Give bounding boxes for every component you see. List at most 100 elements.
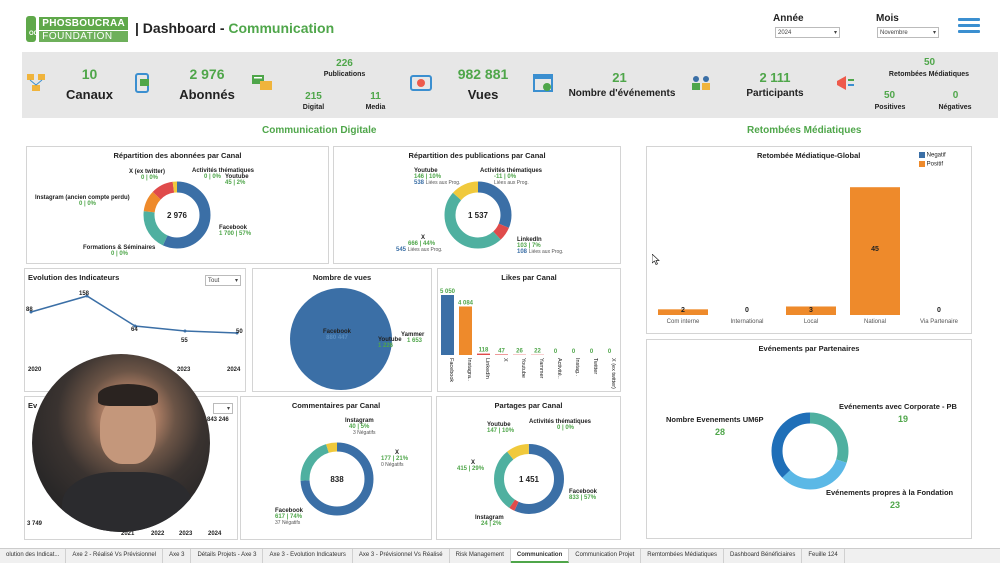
legend-negatif: Negatif	[919, 152, 946, 159]
tab-axe3-previsionnel[interactable]: Axe 3 - Prévisionnel Vs Réalisé	[353, 549, 450, 563]
part-label-instagram: Instagram 24 | 2%	[475, 515, 504, 527]
label-facebook: Facebook 1 700 | 57%	[219, 225, 252, 237]
part-label-x: X 415 | 29%	[457, 460, 485, 472]
evolution2-select[interactable]	[213, 403, 233, 414]
likes-bar-1	[459, 306, 472, 355]
panel-title: Ev	[28, 401, 38, 410]
publications-icon	[252, 75, 272, 90]
bar-value-label: 0	[745, 307, 749, 314]
kpi-vues-label: Vues	[467, 87, 499, 102]
kpi-retombees-neg-label: Négatives	[938, 104, 972, 111]
tab-communication-projet[interactable]: Communication Projet	[569, 549, 642, 563]
kpi-events-value: 21	[612, 70, 627, 85]
bar-category-label: Via Partenaire	[920, 319, 959, 325]
bar-category-label: Local	[804, 319, 818, 325]
tab-details-projets[interactable]: Détails Projets - Axe 3	[191, 549, 264, 563]
kpi-abonnes-value: 2 976	[189, 66, 225, 82]
evo-point: 64	[131, 327, 138, 333]
logo: OCP PHOSBOUCRAA FOUNDATION	[26, 15, 128, 43]
likes-category-label: Facebook	[448, 358, 454, 382]
kpi-retombees-pos-label: Positives	[874, 104, 906, 111]
logo-line2: FOUNDATION	[39, 30, 128, 42]
panel-title: Partages par Canal	[494, 401, 563, 410]
partages-donut: 1 451	[494, 444, 564, 514]
tab-retombees[interactable]: Remtombées Médiatiques	[641, 549, 724, 563]
likes-value-label: 0	[554, 349, 558, 355]
evo-year: 2024	[227, 367, 241, 373]
views-icon	[410, 75, 432, 91]
likes-category-label: Yammer	[538, 358, 544, 379]
pub-label-youtube: Youtube 146 | 10% 538 Liées aux Prog.	[414, 168, 461, 186]
likes-bar-3	[495, 354, 508, 355]
evo-point: 50	[236, 329, 243, 335]
partner-um6p-label: Nombre Evenements UM6P	[666, 415, 764, 424]
abonnes-center: 2 976	[167, 211, 188, 220]
vues-label-youtube: Youtube 1 226	[378, 337, 402, 349]
kpi-retombees-neg: 0	[952, 90, 959, 101]
evolution-select[interactable]: Tout	[205, 275, 241, 286]
bar-category-label: International	[730, 319, 763, 325]
pub-label-x: X 666 | 44% 545 Liées aux Prog.	[396, 235, 443, 253]
vues-pie	[290, 288, 392, 390]
comm-label-x: X 177 | 21% 0 Négatifs	[381, 450, 409, 468]
bar-category-label: National	[864, 319, 886, 325]
likes-value-label: 0	[590, 349, 594, 355]
partner-corp-label: Evénements avec Corporate - PB	[839, 402, 957, 411]
bar-positif-3	[850, 187, 900, 315]
hair	[98, 384, 158, 406]
panel-title: Répartition des publications par Canal	[408, 151, 546, 160]
tab-axe3-evolution[interactable]: Axe 3 - Evolution Indicateurs	[263, 549, 353, 563]
commentaires-donut: 838	[300, 442, 374, 516]
partner-fondation-value: 23	[889, 500, 900, 510]
mouse-cursor-icon	[652, 254, 660, 265]
panel-title: Evénements par Partenaires	[758, 344, 860, 353]
tab-beneficiaires[interactable]: Dashboard Bénéficiaires	[724, 549, 803, 563]
year-select[interactable]: 2024	[775, 27, 840, 38]
tab-axe3[interactable]: Axe 3	[163, 549, 192, 563]
tab-communication[interactable]: Communication	[510, 549, 570, 563]
panel-abonnes-canal: Répartition des abonnées par Canal 2 976…	[26, 146, 329, 264]
likes-value-label: 5 050	[440, 289, 456, 295]
bar-positif-0	[658, 309, 708, 315]
month-select[interactable]: Novembre	[877, 27, 939, 38]
label-activites: Activités thématiques 0 | 0%	[192, 168, 255, 180]
likes-value-label: 0	[608, 349, 612, 355]
month-label: Mois	[876, 13, 899, 24]
partenaires-donut	[771, 412, 849, 490]
bar-value-label: 3	[809, 307, 813, 314]
pub-label-activites: Activités thématiques -11 | 0% Liées aux P…	[480, 168, 543, 186]
menu-icon[interactable]	[958, 18, 980, 34]
kpi-pub-digital: 215	[305, 91, 322, 102]
abonnes-donut: 2 976	[143, 181, 211, 249]
label-x: X (ex twitter) 0 | 0%	[129, 169, 166, 181]
bar-category-label: Com interne	[667, 319, 700, 325]
likes-category-label: Instagra..	[466, 358, 472, 381]
logo-icon: OCP	[26, 16, 42, 42]
likes-category-label: Twitter	[592, 358, 598, 374]
evolution-line-chart	[29, 294, 239, 335]
evol2-year: 2023	[179, 531, 193, 537]
tab-evolution-indicateurs[interactable]: olution des Indicat...	[0, 549, 67, 563]
panel-partenaires: Evénements par Partenaires Nombre Evenem…	[646, 339, 972, 539]
kpi-canaux-label: Canaux	[66, 87, 113, 102]
panel-title: Likes par Canal	[501, 273, 557, 282]
tab-axe2[interactable]: Axe 2 - Réalisé Vs Prévisionnel	[66, 549, 164, 563]
webcam-overlay	[32, 354, 210, 532]
likes-category-label: Instag..	[574, 358, 580, 377]
evol2-year: 2021	[121, 531, 135, 537]
channels-icon	[27, 74, 45, 91]
participants-icon	[692, 76, 710, 90]
tab-risk-management[interactable]: Risk Management	[450, 549, 511, 563]
bar-positif-2	[786, 306, 836, 315]
kpi-retombees-pos: 50	[883, 90, 896, 101]
year-label: Année	[773, 13, 804, 24]
comm-label-instagram: Instagram 40 | 5% 3 Négatifs	[345, 418, 376, 436]
kpi-band: 10 Canaux 2 976 Abonnés 226 Publications…	[22, 52, 998, 118]
subscribers-icon	[135, 73, 149, 93]
kpi-participants-label: Participants	[746, 88, 804, 99]
partner-corp-value: 19	[897, 414, 908, 424]
tab-feuille-124[interactable]: Feuille 124	[802, 549, 845, 563]
likes-category-label: X (ex twitter)	[610, 358, 616, 389]
bar-value-label: 2	[681, 307, 685, 314]
